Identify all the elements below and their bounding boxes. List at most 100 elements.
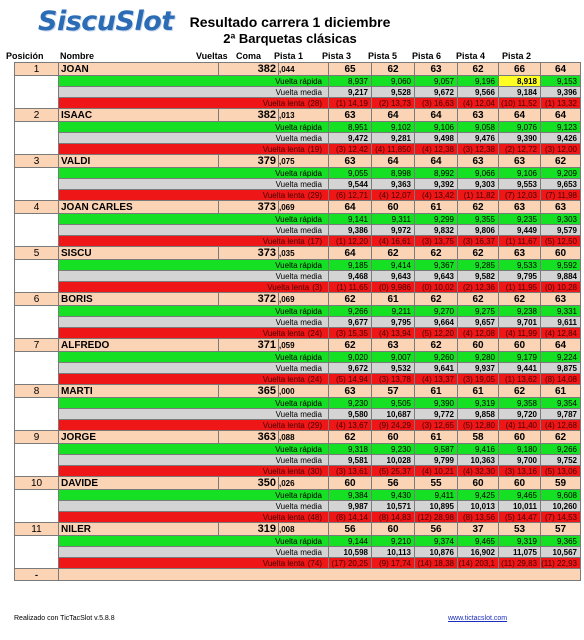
fast-lap-value: 9,179 [498,351,541,363]
fast-lap-value: 8,918 [498,75,541,87]
spacer-cell [14,224,59,236]
avg-label-text: Vuelta media [275,501,322,511]
spacer-cell [14,419,59,431]
fast-lap-value: 9,180 [498,443,541,455]
slow-lap-value: (4) 32,30 [457,465,499,477]
track-laps: 62 [498,292,541,306]
track-laps: 63 [540,292,581,306]
fast-label-text: Vuelta rápida [275,306,322,316]
fast-lap-value: 9,153 [540,75,581,87]
avg-label-text: Vuelta media [275,363,322,373]
slow-lap-value: (4) 12,07 [371,189,415,201]
header-pista-5: Pista 5 [368,51,398,61]
slow-lap-value: (5) 12,20 [414,327,458,339]
track-laps: 63 [498,154,541,168]
avg-lap-row: Vuelta media 9,672 9,532 9,641 9,937 9,441 9,8… [14,362,581,374]
spacer-cell [14,511,59,523]
track-laps: 64 [540,108,581,122]
avg-lap-value: 9,832 [414,224,458,236]
avg-label: Vuelta media [58,224,329,236]
slow-lap-value: (7) 11,98 [540,189,581,201]
track-laps: 56 [414,522,458,536]
spacer-cell [14,351,59,363]
driver-coma: ,026 [278,476,329,490]
slow-lap-row: Vuelta lenta (19) (3) 12,42 (4) 11,850 (4) 1… [14,143,581,155]
slow-lap-value: (3) 13,78 [371,373,415,385]
avg-lap-value: 9,987 [328,500,372,512]
driver-row: 9 JORGE 363,088 62 60 61 58 60 62 [14,430,581,444]
slow-count: (24) [307,328,322,338]
slow-count: (19) [307,144,322,154]
header-nombre: Nombre [60,51,95,61]
slow-lap-value: (3) 16,63 [414,97,458,109]
fast-lap-value: 9,224 [540,351,581,363]
avg-lap-value: 9,672 [328,362,372,374]
fast-lap-value: 9,266 [540,443,581,455]
driver-row: 1 JOAN 382,044 65 62 63 62 66 64 [14,62,581,76]
track-laps: 64 [414,154,458,168]
avg-lap-value: 9,677 [328,316,372,328]
slow-count: (24) [307,374,322,384]
slow-lap-value: (0) 10,28 [540,281,581,293]
fast-lap-value: 9,210 [371,535,415,547]
track-laps: 64 [498,108,541,122]
fast-lap-value: 9,076 [498,121,541,133]
fast-label: Vuelta rápida [58,167,329,179]
fast-lap-value: 9,390 [414,397,458,409]
slow-lap-value: (3) 19,05 [457,373,499,385]
fast-lap-value: 9,592 [540,259,581,271]
driver-name: ISAAC [58,108,219,122]
fast-lap-value: 9,285 [457,259,499,271]
spacer-cell [14,167,59,179]
slow-lap-value: (1) 14,19 [328,97,372,109]
fast-lap-value: 9,060 [371,75,415,87]
fast-lap-row: Vuelta rápida 9,318 9,230 9,587 9,416 9,180 9,… [14,443,581,455]
header-pista-2: Pista 2 [502,51,532,61]
avg-lap-row: Vuelta media 9,580 10,687 9,772 9,858 9,720 9,… [14,408,581,420]
fast-lap-row: Vuelta rápida 9,141 9,311 9,299 9,355 9,235 9,… [14,213,581,225]
avg-lap-value: 9,392 [414,178,458,190]
avg-lap-value: 10,363 [457,454,499,466]
fast-lap-row: Vuelta rápida 9,266 9,211 9,270 9,275 9,238 9,… [14,305,581,317]
fast-lap-value: 9,055 [328,167,372,179]
driver-coma: ,000 [278,384,329,398]
spacer-cell [14,213,59,225]
fast-label: Vuelta rápida [58,535,329,547]
avg-lap-value: 10,567 [540,546,581,558]
track-laps: 62 [540,430,581,444]
fast-label-text: Vuelta rápida [275,214,322,224]
avg-lap-value: 9,653 [540,178,581,190]
spacer-cell [14,465,59,477]
slow-label-text: Vuelta lenta [262,144,305,154]
track-laps: 62 [457,200,499,214]
slow-label: Vuelta lenta (30) [58,465,329,477]
avg-lap-value: 10,687 [371,408,415,420]
driver-name: ALFREDO [58,338,219,352]
track-laps: 61 [414,384,458,398]
slow-label: Vuelta lenta (3) [58,281,329,293]
spacer-cell [14,189,59,201]
driver-laps: 319 [218,522,279,536]
slow-lap-value: (14) 18,38 [414,557,458,569]
slow-lap-value: (5) 14,47 [498,511,541,523]
slow-lap-value: (4) 16,61 [371,235,415,247]
avg-lap-value: 9,184 [498,86,541,98]
track-laps: 60 [328,476,372,490]
avg-lap-value: 9,532 [371,362,415,374]
footer-link[interactable]: www.tictacslot.com [448,615,508,622]
driver-name: MARTI [58,384,219,398]
slow-label: Vuelta lenta (29) [58,189,329,201]
slow-lap-value: (1) 11,65 [328,281,372,293]
fast-lap-value: 9,270 [414,305,458,317]
driver-name: SISCU [58,246,219,260]
track-laps: 62 [414,338,458,352]
spacer-cell [14,86,59,98]
header-vueltas: Vueltas [196,51,228,61]
avg-lap-row: Vuelta media 9,677 9,795 9,664 9,657 9,701 9,6… [14,316,581,328]
avg-label: Vuelta media [58,316,329,328]
driver-position: 3 [14,154,59,168]
track-laps: 61 [414,430,458,444]
driver-coma: ,035 [278,246,329,260]
fast-lap-value: 9,185 [328,259,372,271]
fast-lap-value: 9,331 [540,305,581,317]
